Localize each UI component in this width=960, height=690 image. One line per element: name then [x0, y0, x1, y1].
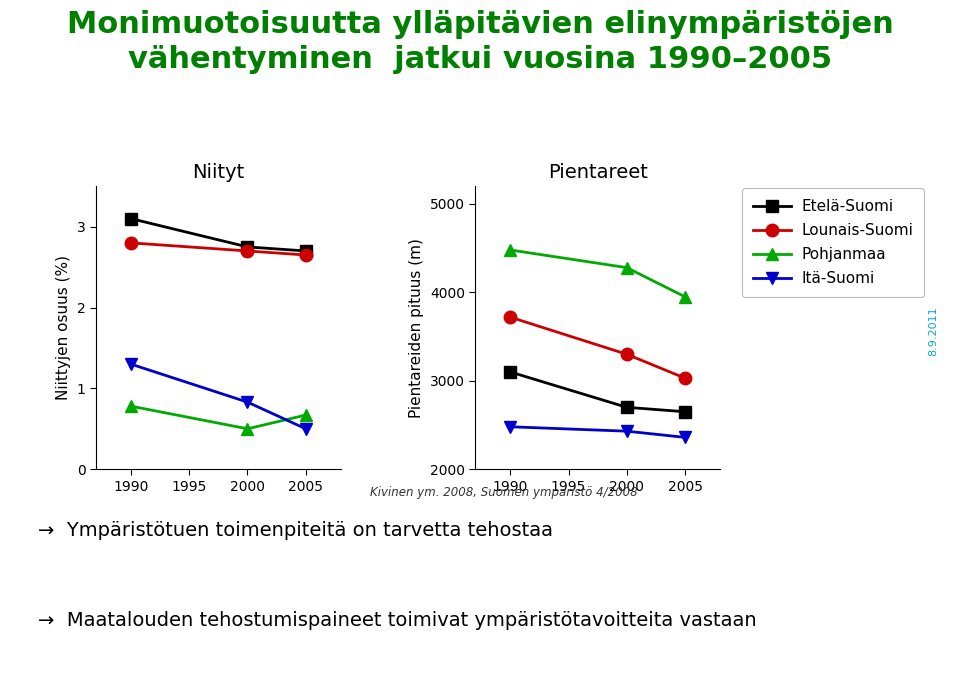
Text: Monimuotoisuutta ylläpitävien elinympäristöjen
vähentyminen  jatkui vuosina 1990: Monimuotoisuutta ylläpitävien elinympäri…: [66, 10, 894, 74]
Text: →  Ympäristötuen toimenpiteitä on tarvetta tehostaa: → Ympäristötuen toimenpiteitä on tarvett…: [38, 521, 553, 540]
Title: Pientareet: Pientareet: [548, 163, 648, 182]
Y-axis label: Niittyjen osuus (%): Niittyjen osuus (%): [56, 255, 71, 400]
Text: 8.9.2011: 8.9.2011: [928, 306, 938, 356]
Legend: Etelä-Suomi, Lounais-Suomi, Pohjanmaa, Itä-Suomi: Etelä-Suomi, Lounais-Suomi, Pohjanmaa, I…: [742, 188, 924, 297]
Title: Niityt: Niityt: [192, 163, 245, 182]
Text: Kivinen ym. 2008, Suomen ympäristö 4/2008: Kivinen ym. 2008, Suomen ympäristö 4/200…: [371, 486, 637, 500]
Y-axis label: Pientareiden pituus (m): Pientareiden pituus (m): [409, 238, 424, 417]
Text: →  Maatalouden tehostumispaineet toimivat ympäristötavoitteita vastaan: → Maatalouden tehostumispaineet toimivat…: [38, 611, 757, 630]
